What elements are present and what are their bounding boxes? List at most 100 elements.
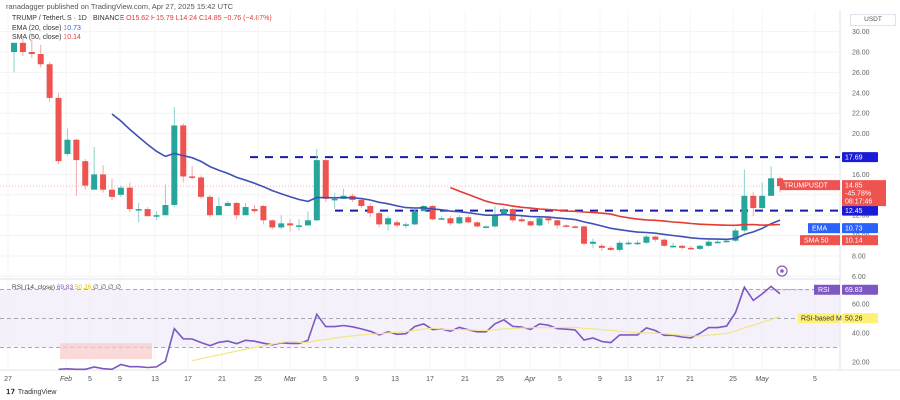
ema-legend[interactable]: EMA (20, close) 10.73 — [12, 24, 81, 32]
candle-body[interactable] — [732, 230, 739, 241]
candle-body[interactable] — [358, 199, 365, 207]
rsi-value-tag[interactable]: 69.83 — [845, 287, 863, 294]
candle-body[interactable] — [491, 215, 498, 227]
candle-body[interactable] — [233, 202, 240, 216]
candle-body[interactable] — [55, 97, 62, 162]
sma-line[interactable] — [450, 186, 781, 227]
candle-body[interactable] — [376, 213, 383, 225]
candle-body[interactable] — [465, 217, 472, 223]
sma-legend[interactable]: SMA (50, close) 10.14 — [12, 34, 81, 41]
support-tag[interactable]: 12.45 — [845, 208, 863, 215]
candle-body[interactable] — [634, 242, 641, 245]
resistance-tag[interactable]: 17.69 — [845, 155, 863, 162]
candle-body[interactable] — [536, 218, 543, 226]
candle-body[interactable] — [741, 195, 748, 231]
last-price-tag[interactable]: 14.85 — [845, 183, 863, 190]
candle-body[interactable] — [394, 222, 400, 226]
candle-body[interactable] — [296, 225, 303, 227]
candle-body[interactable] — [313, 160, 320, 221]
candle-body[interactable] — [304, 220, 311, 226]
candle-body[interactable] — [242, 207, 249, 216]
candle-body[interactable] — [670, 245, 677, 248]
candle-body[interactable] — [563, 225, 570, 227]
candle-body[interactable] — [251, 209, 258, 212]
candle-body[interactable] — [679, 245, 686, 248]
currency-label[interactable]: USDT — [850, 14, 896, 26]
candle-body[interactable] — [474, 222, 481, 227]
rsi-legend[interactable]: RSI (14, close) 69.83 50.26 ∅ ∅ ∅ ∅ — [12, 284, 122, 291]
candle-body[interactable] — [714, 241, 721, 244]
candle-body[interactable] — [28, 52, 35, 55]
candle-body[interactable] — [572, 226, 579, 228]
candle-body[interactable] — [126, 187, 133, 210]
candle-body[interactable] — [661, 239, 668, 246]
candle-body[interactable] — [135, 209, 142, 211]
candle-body[interactable] — [224, 202, 231, 207]
candle-body[interactable] — [411, 211, 418, 225]
candle-body[interactable] — [554, 220, 561, 226]
rsi-ma-line[interactable] — [191, 316, 781, 362]
candle-body[interactable] — [180, 125, 187, 177]
candle-body[interactable] — [545, 218, 552, 221]
candle-body[interactable] — [64, 139, 71, 154]
candle-body[interactable] — [643, 236, 650, 243]
ema-value-tag[interactable]: 10.73 — [845, 226, 863, 233]
candle-body[interactable] — [438, 218, 445, 220]
candle-body[interactable] — [527, 221, 534, 226]
candle-body[interactable] — [287, 223, 294, 226]
candle-body[interactable] — [153, 215, 160, 217]
candle-body[interactable] — [581, 226, 588, 244]
candle-body[interactable] — [759, 195, 766, 209]
candle-body[interactable] — [518, 219, 525, 222]
time-tick: 25 — [496, 376, 504, 383]
candle-body[interactable] — [429, 206, 436, 220]
candle-body[interactable] — [687, 247, 694, 250]
candle-body[interactable] — [37, 54, 44, 65]
candle-body[interactable] — [82, 161, 89, 186]
event-marker-icon[interactable] — [776, 265, 788, 277]
candle-body[interactable] — [198, 177, 205, 197]
candle-body[interactable] — [144, 209, 151, 217]
candle-body[interactable] — [500, 209, 507, 216]
tradingview-logo[interactable]: 𝟣𝟩 TradingView — [6, 388, 56, 397]
candle-body[interactable] — [91, 174, 98, 190]
candle-body[interactable] — [189, 176, 196, 178]
candle-body[interactable] — [367, 206, 374, 214]
candle-body[interactable] — [117, 187, 124, 195]
symbol-tag[interactable]: TRUMPUSDT — [784, 183, 829, 190]
candle-body[interactable] — [447, 218, 454, 224]
candle-body[interactable] — [385, 218, 392, 225]
candle-body[interactable] — [322, 160, 329, 199]
candle-body[interactable] — [11, 42, 17, 52]
candle-body[interactable] — [456, 217, 463, 224]
candle-body[interactable] — [616, 242, 623, 250]
candle-body[interactable] — [46, 64, 53, 98]
candle-body[interactable] — [598, 245, 605, 248]
candle-body[interactable] — [483, 226, 490, 228]
candle-body[interactable] — [331, 198, 338, 201]
ema-line[interactable] — [111, 113, 781, 241]
candle-body[interactable] — [723, 240, 730, 243]
candle-body[interactable] — [269, 220, 276, 228]
candle-body[interactable] — [73, 139, 80, 161]
candle-body[interactable] — [607, 247, 614, 250]
candle-body[interactable] — [625, 242, 632, 245]
candle-body[interactable] — [19, 42, 26, 52]
candle-body[interactable] — [768, 178, 775, 196]
symbol-label[interactable]: TRUMP / TetherUS · 1D · BINANCE — [12, 15, 125, 22]
candle-body[interactable] — [108, 189, 115, 197]
candle-body[interactable] — [215, 206, 222, 216]
candle-body[interactable] — [206, 196, 213, 216]
candle-body[interactable] — [705, 241, 712, 246]
candle-body[interactable] — [171, 125, 178, 205]
candle-body[interactable] — [260, 206, 267, 221]
candle-body[interactable] — [696, 245, 703, 249]
candle-body[interactable] — [162, 205, 169, 216]
candle-body[interactable] — [402, 224, 409, 226]
candle-body[interactable] — [278, 223, 285, 228]
candle-body[interactable] — [100, 174, 107, 190]
candle-body[interactable] — [589, 241, 596, 244]
candle-body[interactable] — [652, 236, 659, 240]
candle-body[interactable] — [750, 195, 757, 209]
